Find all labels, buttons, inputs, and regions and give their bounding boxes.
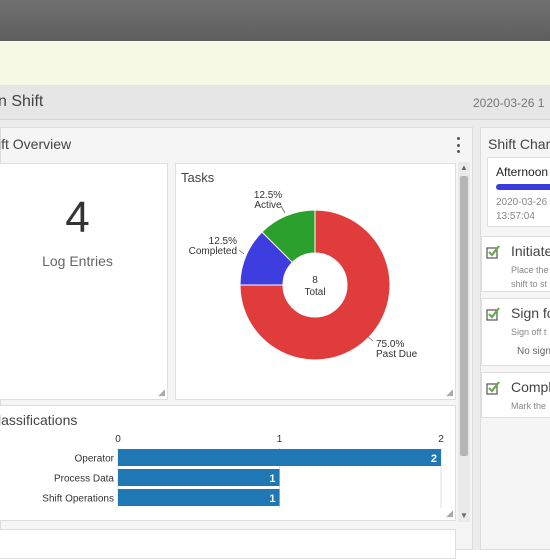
tasks-donut-chart: 75.0%Past Due12.5%Completed12.5%Active8T… [189, 190, 418, 361]
task-description: Place the [511, 265, 549, 275]
donut-leader-line [280, 205, 286, 214]
scrollbar-thumb[interactable] [460, 176, 468, 456]
donut-leader-line [238, 249, 245, 255]
donut-slice-active [261, 209, 316, 264]
page-title: n Shift [0, 93, 44, 110]
classifications-bar-chart: 0 1 2 Operator 2 Process Data 1 Shift Operation… [42, 434, 444, 508]
page-timestamp: 2020-03-26 1 [473, 96, 545, 110]
category-label: Operator [75, 454, 115, 465]
donut-percent-label: 75.0% [376, 339, 404, 350]
vertical-scrollbar[interactable]: ▲ ▼ [458, 162, 470, 522]
task-description: Sign off t [511, 327, 547, 337]
donut-category-label: Past Due [376, 349, 418, 360]
task-title: Initiate [511, 243, 550, 259]
resize-handle-icon[interactable]: ◢ [446, 508, 453, 518]
resize-handle-icon[interactable]: ◢ [158, 387, 165, 397]
resize-handle-icon[interactable]: ◢ [446, 387, 453, 397]
scroll-down-icon[interactable]: ▼ [460, 511, 468, 520]
x-tick-label: 2 [438, 434, 444, 445]
donut-slice-past-due [239, 209, 391, 361]
page-header: n Shift 2020-03-26 1 [0, 86, 550, 120]
donut-center-label: Total [304, 287, 325, 298]
donut-percent-label: 12.5% [254, 190, 282, 201]
shift-changes-title: Shift Char [488, 136, 550, 152]
task-description: Mark the [511, 401, 547, 411]
category-label: Shift Operations [42, 494, 114, 505]
task-item[interactable]: Sign fo Sign off t No sign [481, 298, 550, 366]
bar-value-label: 2 [431, 453, 437, 465]
log-entries-count: 4 [65, 193, 90, 242]
task-description-line2: shift to st [511, 279, 548, 289]
shift-date: 2020-03-26 [496, 197, 548, 208]
shift-name: Afternoon [496, 165, 549, 179]
notification-banner [0, 41, 550, 86]
checkbox-checked-icon[interactable] [486, 307, 500, 321]
log-entries-label: Log Entries [42, 253, 113, 269]
scroll-up-icon[interactable]: ▲ [460, 163, 468, 172]
shift-overview-title: ift Overview [0, 136, 72, 152]
log-entries-card[interactable]: ◢ [0, 163, 168, 400]
bar [118, 449, 441, 466]
donut-category-label: Completed [189, 246, 237, 257]
task-item[interactable]: Initiate Place the shift to st [481, 236, 550, 292]
checkbox-checked-icon[interactable] [486, 245, 500, 259]
shift-timestamp: 2020-03-26 13:57:04 [496, 196, 547, 224]
bar-value-label: 1 [269, 473, 275, 485]
category-label: Process Data [54, 474, 114, 485]
tasks-card[interactable]: ◢ [175, 163, 456, 400]
bar [118, 489, 280, 506]
donut-center-value: 8 [312, 275, 318, 286]
donut-percent-label: 12.5% [209, 236, 237, 247]
tasks-card-title: Tasks [181, 170, 215, 185]
shift-time: 13:57:04 [496, 211, 535, 222]
checkbox-checked-icon[interactable] [486, 381, 500, 395]
task-title: Compl [511, 379, 550, 395]
shift-color-bar [496, 184, 550, 190]
bar [118, 469, 280, 486]
classifications-card-title: lassifications [0, 412, 78, 428]
task-title: Sign fo [511, 305, 550, 321]
donut-leader-line [367, 336, 374, 342]
top-bar [0, 0, 550, 41]
shift-card[interactable]: Afternoon 2020-03-26 13:57:04 [487, 157, 550, 227]
x-tick-label: 1 [277, 434, 283, 445]
task-item[interactable]: Compl Mark the [481, 372, 550, 418]
bar-value-label: 1 [269, 493, 275, 505]
task-status: No sign [517, 346, 550, 357]
panel-menu-icon[interactable] [453, 137, 463, 153]
x-tick-label: 0 [115, 434, 121, 445]
donut-category-label: Active [254, 200, 282, 211]
